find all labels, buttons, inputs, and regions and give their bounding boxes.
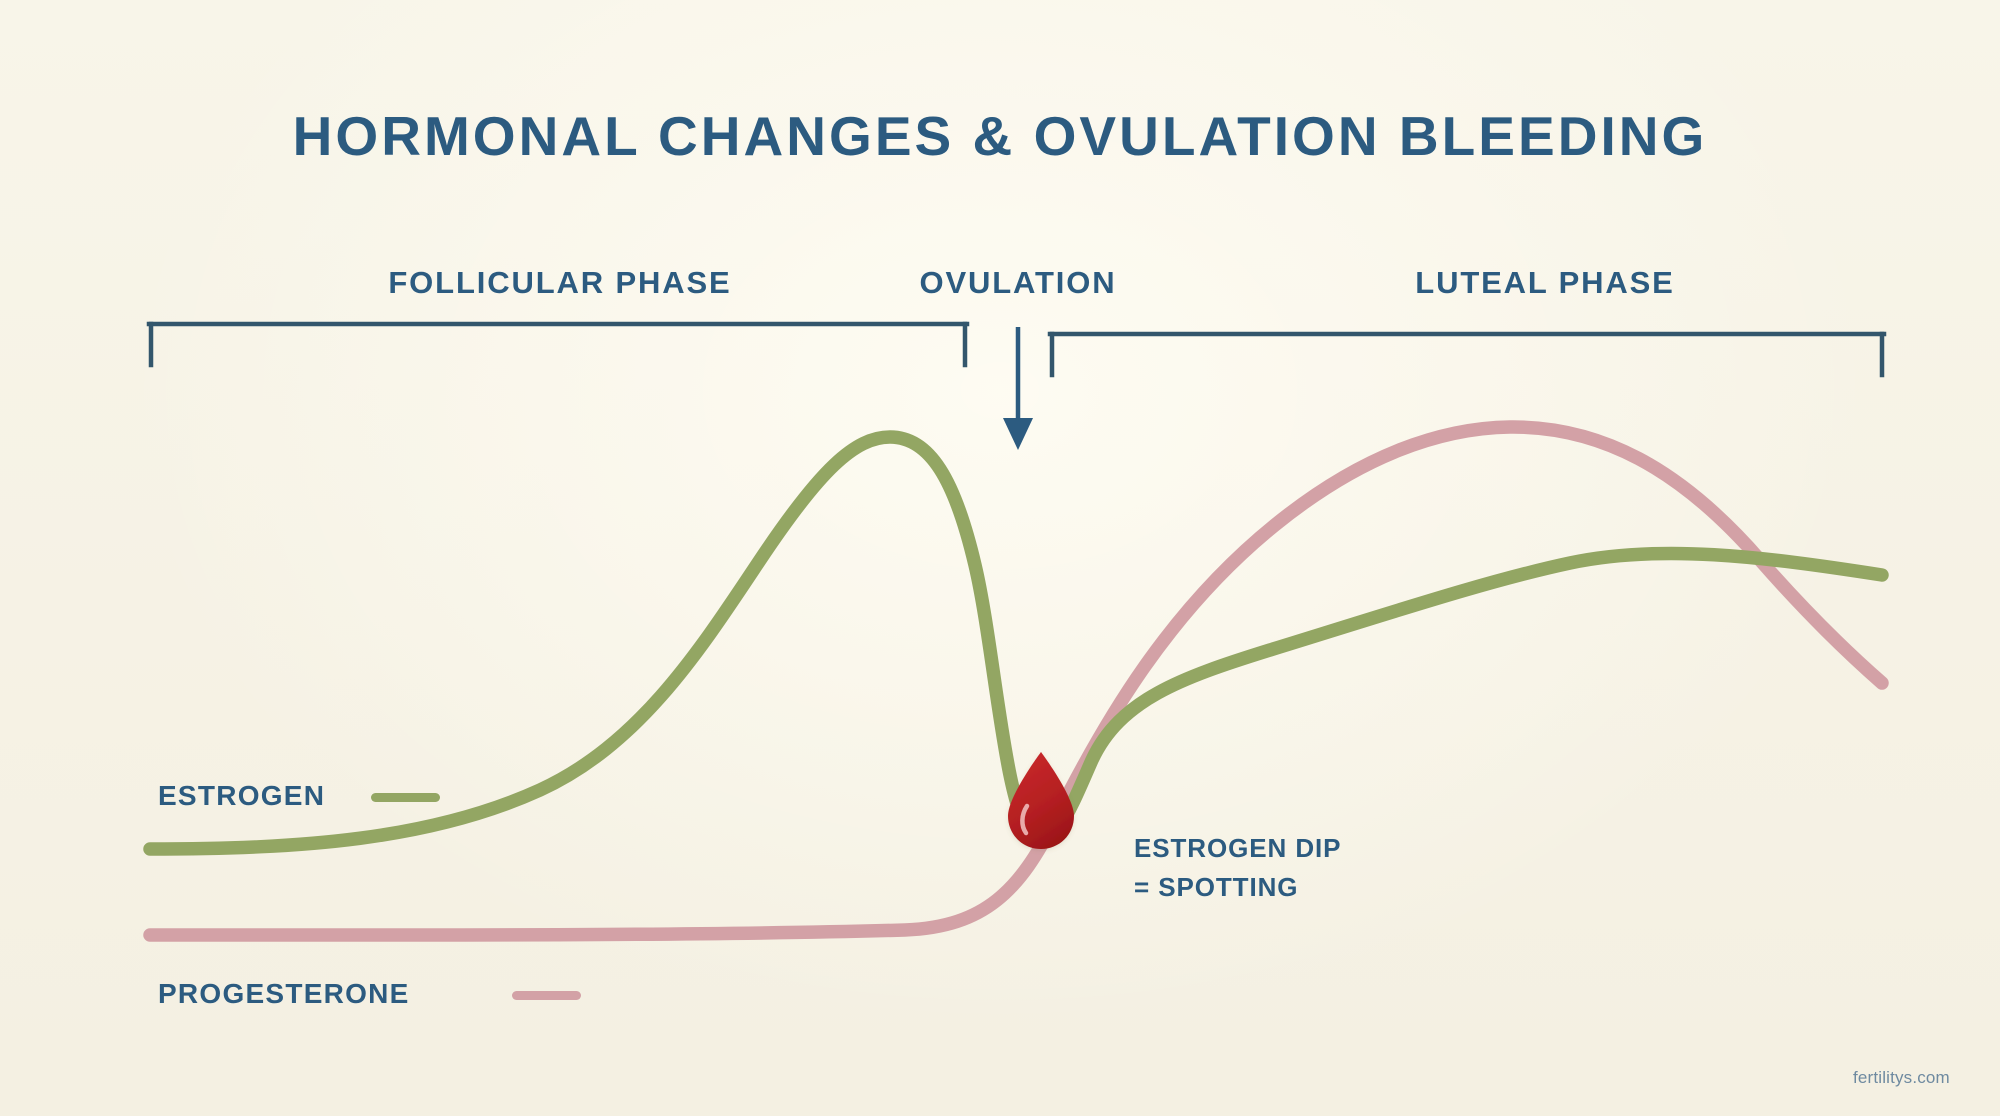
page-title: HORMONAL CHANGES & OVULATION BLEEDING [292, 105, 1708, 167]
phase-bracket-luteal [1047, 331, 1887, 378]
ovulation-arrow [1003, 327, 1033, 450]
progesterone-curve [143, 420, 1889, 942]
phase-label-luteal: LUTEAL PHASE [1415, 265, 1675, 300]
phase-label-follicular: FOLLICULAR PHASE [388, 265, 732, 300]
annotation-estrogen-dip: ESTROGEN DIP [1134, 833, 1342, 863]
legend-label-progesterone: PROGESTERONE [158, 978, 410, 1009]
phase-label-ovulation: OVULATION [919, 265, 1117, 300]
legend-swatch-estrogen [371, 793, 440, 802]
blood-drop-icon [1008, 752, 1074, 849]
estrogen-curve [143, 430, 1889, 856]
watermark: fertilitys.com [1853, 1068, 1950, 1087]
legend-label-estrogen: ESTROGEN [158, 780, 326, 811]
annotation-spotting: = SPOTTING [1134, 872, 1299, 902]
legend-swatch-progesterone [512, 991, 581, 1000]
phase-bracket-follicular [146, 321, 970, 368]
